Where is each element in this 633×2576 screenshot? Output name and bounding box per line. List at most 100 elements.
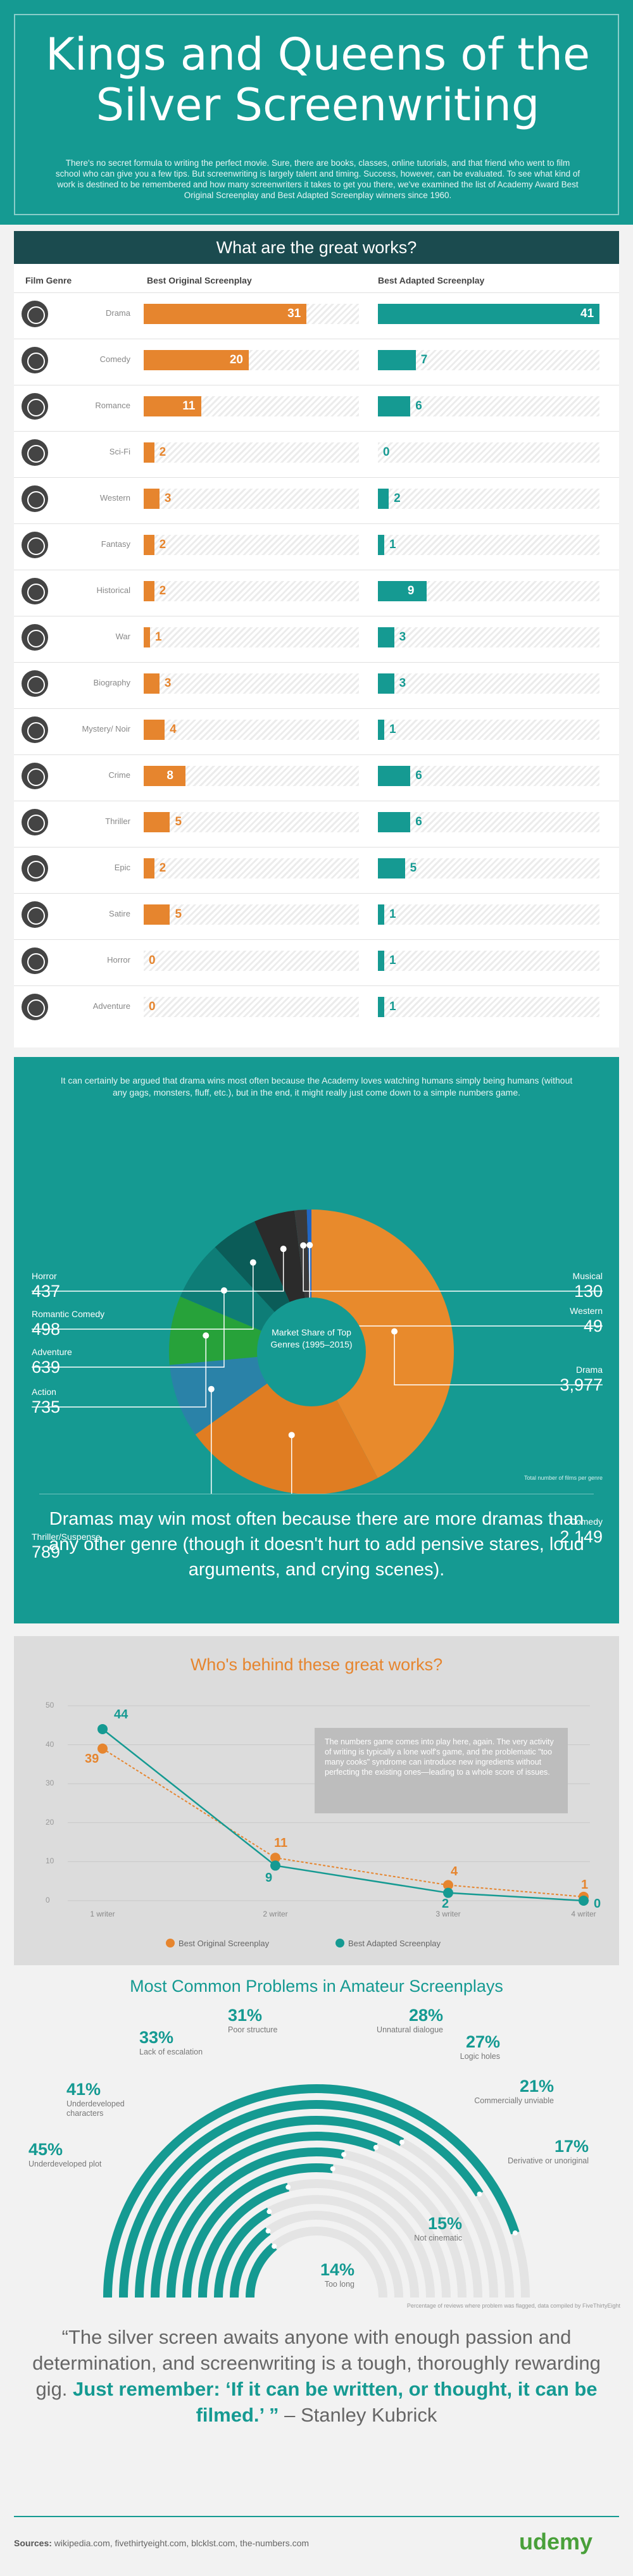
arc-end-dot (512, 2230, 518, 2236)
adapted-bar (378, 581, 427, 601)
adapted-value: 6 (415, 399, 422, 413)
problem-value: 41% (66, 2080, 101, 2099)
problems-note: Percentage of reviews where problem was … (406, 2303, 620, 2309)
col-original-header: Best Original Screenplay (147, 275, 252, 285)
y-tick-label: 0 (46, 1896, 50, 1904)
header: Kings and Queens of the Silver Screenwri… (0, 0, 633, 225)
genre-row: Sci-Fi 2 0 (14, 431, 619, 473)
genre-row: Western 3 2 (14, 477, 619, 519)
quote-author: – Stanley Kubrick (279, 2404, 437, 2426)
bar-track: 6 (378, 396, 599, 416)
problem-name: Not cinematic (414, 2234, 462, 2242)
pie-label: Comedy 2,149 (482, 1516, 603, 1547)
pie-label: Adventure 639 (32, 1347, 152, 1377)
pie-label-value: 735 (32, 1397, 61, 1416)
arc-bar (135, 2116, 404, 2298)
problem-name: Poor structure (228, 2025, 278, 2034)
adapted-bar (378, 858, 405, 878)
pie-leader-line (291, 1435, 292, 1494)
pie-label-name: Action (32, 1387, 56, 1397)
original-value: 20 (229, 353, 243, 366)
arc-bar (166, 2148, 345, 2298)
adapted-bar (378, 951, 384, 971)
line-data-label: 39 (85, 1751, 99, 1766)
bar-track: 1 (378, 535, 599, 555)
original-bar (144, 535, 154, 555)
pie-leader-dot (220, 1287, 227, 1294)
sources-label: Sources: (14, 2538, 52, 2548)
problem-value: 28% (408, 2006, 443, 2025)
pie-label-value: 130 (573, 1282, 603, 1301)
adapted-bar (378, 350, 416, 370)
problem-label: 41% Underdeveloped characters (66, 2079, 161, 2118)
kubrick-quote: “The silver screen awaits anyone with en… (25, 2324, 608, 2428)
problem-name: Logic holes (460, 2052, 500, 2061)
arc-end-dot (265, 2228, 271, 2234)
pie-label: Romantic Comedy 498 (32, 1309, 152, 1339)
bar-track: 31 (144, 304, 359, 324)
arc-bar (119, 2100, 484, 2298)
adapted-bar (378, 489, 389, 509)
genre-icon (22, 301, 48, 327)
line-chart (68, 1705, 590, 1906)
problem-value: 17% (554, 2137, 589, 2156)
legend-original: Best Original Screenplay (166, 1939, 269, 1948)
problem-label: 27% Logic holes (411, 2032, 500, 2061)
bar-track: 5 (144, 904, 359, 925)
intro-text: There's no secret formula to writing the… (55, 158, 580, 200)
genre-name: Horror (107, 955, 130, 965)
original-value: 5 (175, 815, 182, 828)
footer-rule (14, 2516, 619, 2517)
arc-end-dot (477, 2191, 482, 2197)
problem-name: Unnatural dialogue (377, 2025, 443, 2034)
line-data-label: 1 (581, 1877, 589, 1892)
line-data-label: 4 (451, 1865, 458, 1879)
adapted-line (102, 1728, 584, 1902)
original-bar (144, 581, 154, 601)
original-value: 2 (159, 584, 166, 597)
original-bar (144, 720, 165, 740)
genre-icon (22, 485, 48, 512)
pie-leader-line (211, 1389, 212, 1494)
adapted-bar (378, 535, 384, 555)
adapted-value: 1 (389, 538, 396, 551)
line-data-label: 0 (594, 1897, 601, 1911)
legend-dot-orange (166, 1939, 175, 1948)
genre-name: Romance (95, 401, 130, 410)
bar-track: 3 (144, 489, 359, 509)
adapted-value: 1 (389, 1000, 396, 1013)
pie-leader-dot (208, 1385, 215, 1392)
original-value: 31 (287, 307, 301, 320)
legend-adapted-label: Best Adapted Screenplay (348, 1939, 441, 1948)
problem-name: Underdeveloped characters (66, 2099, 125, 2118)
problem-value: 21% (519, 2077, 554, 2096)
writers-section: Who's behind these great works? 0 10 20 30 4… (14, 1636, 619, 1965)
arc-end-dot (285, 2184, 291, 2190)
pie-leader-line (32, 1262, 254, 1330)
pie-slice (311, 1210, 454, 1479)
genre-name: Crime (108, 770, 130, 780)
bar-track: 0 (378, 442, 599, 463)
bar-track: 2 (378, 489, 599, 509)
pie-center: Market Share of Top Genres (1995–2015) (257, 1297, 366, 1406)
adapted-value: 1 (389, 723, 396, 736)
original-bar (144, 904, 170, 925)
original-bar (144, 396, 202, 416)
adapted-value: 9 (407, 584, 415, 597)
genre-icon (22, 763, 48, 789)
genre-name: Historical (96, 585, 130, 595)
original-bar (144, 858, 154, 878)
problem-value: 33% (139, 2028, 174, 2047)
adapted-bar (378, 997, 384, 1017)
adapted-bar (378, 627, 394, 647)
genre-icon (22, 716, 48, 743)
pie-label: Western 49 (482, 1306, 603, 1336)
x-tick-label: 2 writer (263, 1910, 288, 1918)
bar-track: 3 (378, 627, 599, 647)
genre-row: Satire 5 1 (14, 893, 619, 935)
pie-leader-dot (391, 1328, 398, 1335)
bar-track: 9 (378, 581, 599, 601)
pie-leader-dot (203, 1332, 210, 1339)
pie-leader-dot (288, 1432, 295, 1439)
pie-label-name: Comedy (569, 1516, 603, 1527)
